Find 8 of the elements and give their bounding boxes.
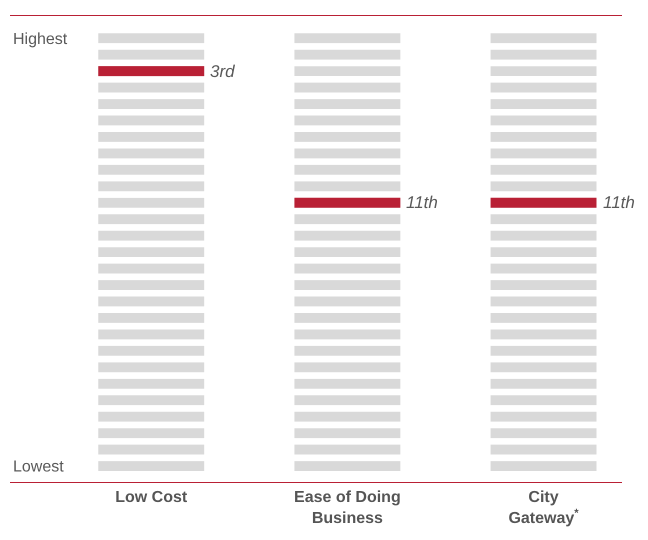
category-label: Lowest — [13, 458, 64, 476]
category-label: Low Cost — [115, 489, 188, 506]
data-label: 11th — [603, 193, 635, 212]
data-label: 11th — [406, 193, 438, 212]
data-label: 3rd — [210, 62, 236, 81]
category-label: City Gateway$^{*}$ — [508, 489, 580, 527]
category-label: Ease of Doing Business — [294, 489, 401, 527]
category-label: Highest — [13, 30, 68, 48]
